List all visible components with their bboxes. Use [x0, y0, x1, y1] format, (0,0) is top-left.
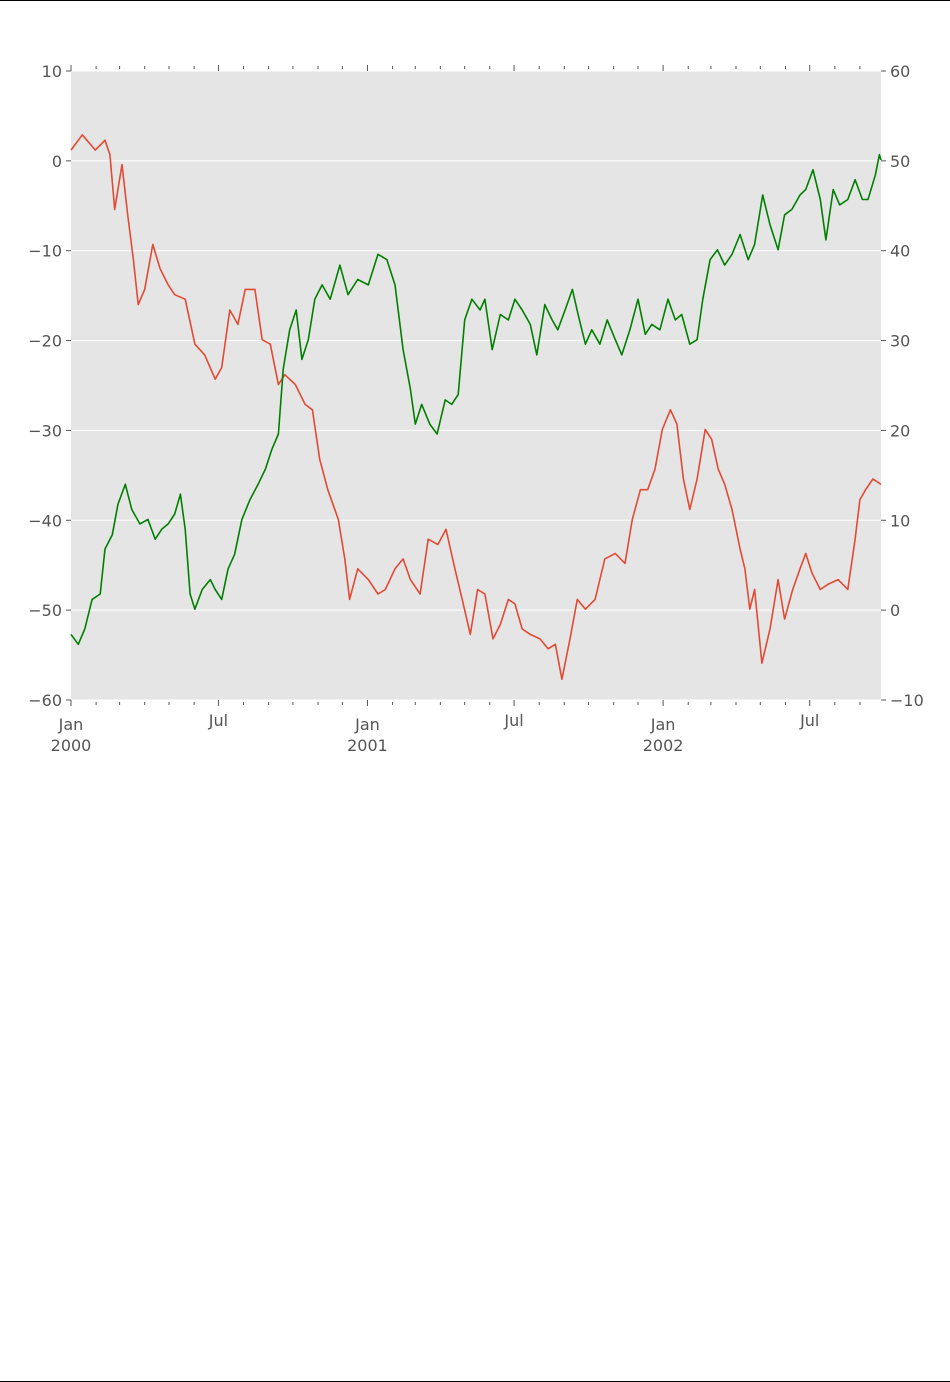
- y-left-tick-label: −50: [28, 601, 62, 620]
- series-right-line: [70, 153, 882, 646]
- x-tick-label: Jan: [650, 715, 676, 734]
- x-tick-year-label: 2002: [643, 736, 684, 755]
- y-left-tick-label: −20: [28, 332, 62, 351]
- y-right-tick-label: 30: [890, 332, 910, 351]
- x-tick-label: Jul: [208, 711, 228, 730]
- y-left-tick-label: −10: [28, 242, 62, 261]
- x-tick-year-label: 2000: [51, 736, 92, 755]
- x-tick-label: Jul: [799, 711, 819, 730]
- x-tick-label: Jan: [354, 715, 380, 734]
- y-right-tick-label: 10: [890, 511, 910, 530]
- line-chart: 10 60 0 50 −10 40 −20 30 −30 20 −40 10 −50 0 −60 −10 Jan…: [28, 62, 924, 755]
- y-right-tick-label: 0: [890, 601, 900, 620]
- y-right-tick-label: 50: [890, 152, 910, 171]
- x-tick-label: Jul: [503, 711, 523, 730]
- x-tick-label: Jan: [58, 715, 84, 734]
- y-right-tick-label: 40: [890, 242, 910, 261]
- x-tick-year-label: 2001: [347, 736, 388, 755]
- series-left-line: [70, 134, 882, 681]
- y-right-tick-label: −10: [890, 691, 924, 710]
- y-left-tick-label: 10: [42, 62, 62, 81]
- y-left-tick-label: −30: [28, 421, 62, 440]
- plot-background: [71, 71, 881, 700]
- y-left-tick-label: −40: [28, 511, 62, 530]
- top-page-rule: [0, 0, 950, 1]
- y-right-tick-label: 20: [890, 421, 910, 440]
- y-left-tick-label: −60: [28, 691, 62, 710]
- y-right-tick-label: 60: [890, 62, 910, 81]
- y-left-tick-label: 0: [52, 152, 62, 171]
